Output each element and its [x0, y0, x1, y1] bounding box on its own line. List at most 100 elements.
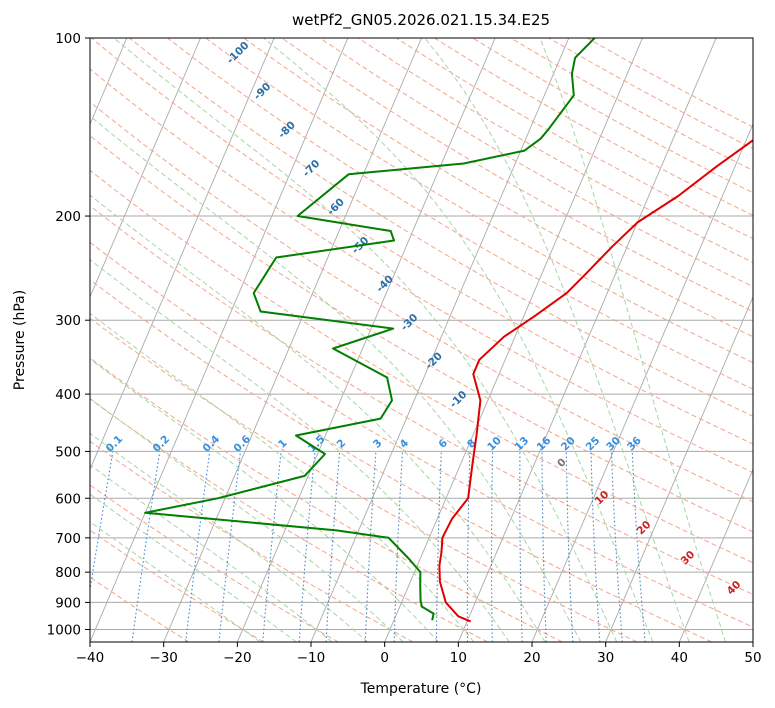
- dry-adiabat-line: [243, 38, 753, 338]
- dry-adiabat-line: [167, 38, 753, 390]
- isotherm-line: [90, 38, 201, 299]
- x-tick-label: −40: [76, 650, 105, 666]
- mixing-ratio-label: 6: [436, 437, 450, 451]
- mixing-ratio-line: [185, 451, 211, 642]
- isotherm-line: [605, 295, 753, 642]
- profile-series: [144, 38, 753, 623]
- mixing-ratio-label: 36: [625, 435, 644, 454]
- isotherm-line: [90, 38, 275, 471]
- dry-adiabat-line: [90, 205, 753, 595]
- x-tick-label: 50: [744, 650, 761, 666]
- isotherm-line: [752, 640, 753, 642]
- moist-adiabat-label: 30: [679, 549, 698, 568]
- x-tick-label: 30: [597, 650, 614, 666]
- mixing-ratio-label: 4: [398, 437, 412, 451]
- dry-adiabat-label: -40: [374, 273, 396, 295]
- y-tick-label: 400: [55, 387, 81, 403]
- dry-adiabat-line: [357, 38, 753, 264]
- x-tick-label: 0: [380, 650, 389, 666]
- mixing-ratio-label: 1: [276, 437, 290, 451]
- dry-adiabat-line: [90, 241, 753, 628]
- mixing-ratio-line: [262, 451, 282, 642]
- isotherm-line: [384, 38, 643, 642]
- x-tick-label: 40: [671, 650, 688, 666]
- isotherm-line: [678, 468, 753, 642]
- moist-adiabat-line: [90, 432, 368, 642]
- mixing-ratio-label: 3: [371, 437, 385, 451]
- dry-adiabat-line: [90, 38, 753, 445]
- x-axis-ticks: −40 −30 −20 −10 0 10 20 30 40 50: [76, 642, 762, 666]
- y-tick-label: 700: [55, 531, 81, 547]
- moist-adiabat-line: [90, 358, 439, 642]
- dry-adiabat-line: [90, 484, 339, 642]
- dry-adiabat-label: -30: [399, 312, 421, 334]
- dry-adiabat-line: [90, 440, 414, 642]
- y-tick-label: 500: [55, 444, 81, 460]
- y-axis-label: Pressure (hPa): [12, 290, 28, 390]
- y-tick-label: 100: [55, 31, 81, 47]
- y-tick-label: 1000: [47, 622, 81, 638]
- mixing-ratio-line: [435, 451, 442, 642]
- moist-adiabat-line: [424, 38, 690, 642]
- mixing-ratio-line: [490, 451, 494, 642]
- isotherm-line: [531, 123, 753, 642]
- dry-adiabat-line: [90, 576, 190, 642]
- y-tick-label: 900: [55, 595, 81, 611]
- moist-adiabat-line: [90, 259, 510, 642]
- dry-adiabat-line: [90, 317, 638, 642]
- moist-adiabat-line: [90, 194, 546, 642]
- dry-adiabat-label: -20: [423, 350, 445, 372]
- dry-adiabat-line: [90, 398, 488, 642]
- mixing-ratio-line: [590, 451, 601, 642]
- dry-adiabat-line: [90, 68, 753, 474]
- dry-adiabat-line: [281, 38, 753, 313]
- y-axis-ticks: 100 200 300 400 500 600 700 800 900 1000: [47, 31, 90, 638]
- background-lines: [90, 38, 753, 642]
- x-axis-label: Temperature (°C): [360, 681, 482, 697]
- dry-adiabat-label: -80: [276, 119, 298, 141]
- temperature-profile-line: [438, 139, 753, 623]
- moist-adiabat-line: [90, 312, 475, 642]
- mixing-ratio-line: [610, 451, 623, 642]
- isotherm-line: [236, 38, 496, 642]
- moist-adiabat-line: [90, 397, 404, 642]
- mixing-ratio-line: [218, 451, 242, 642]
- dry-adiabat-line: [90, 279, 712, 642]
- mixing-ratio-label: 20: [559, 435, 578, 454]
- dry-adiabat-line: [90, 101, 753, 503]
- plot-frame: [89, 37, 754, 643]
- moist-adiabat-label: 20: [635, 519, 654, 538]
- chart-title: wetPf2_GN05.2026.021.15.34.E25: [292, 11, 550, 30]
- moist-adiabat-line: [113, 38, 618, 642]
- moist-adiabat-line: [90, 464, 333, 642]
- dry-adiabat-label: -10: [448, 389, 470, 411]
- dry-adiabat-line: [586, 38, 753, 128]
- dry-adiabat-line: [90, 135, 753, 533]
- dry-adiabat-line: [90, 357, 563, 642]
- isotherm-line: [457, 38, 717, 642]
- mixing-ratio-label: 16: [535, 435, 554, 454]
- dry-adiabat-label: -60: [325, 196, 347, 218]
- mixing-ratio-line: [90, 451, 114, 594]
- moist-adiabat-line: [90, 521, 261, 642]
- moist-adiabat-line: [90, 493, 297, 642]
- isotherm-line: [90, 38, 349, 642]
- dry-adiabat-line: [205, 38, 753, 364]
- x-tick-label: −20: [223, 650, 252, 666]
- y-tick-label: 300: [55, 313, 81, 329]
- x-tick-label: −30: [149, 650, 178, 666]
- moist-adiabat-line: [539, 38, 727, 642]
- mixing-ratio-line: [364, 451, 377, 642]
- y-tick-label: 600: [55, 491, 81, 507]
- x-tick-label: 10: [450, 650, 467, 666]
- dry-adiabat-line: [90, 169, 753, 564]
- mixing-ratio-line: [131, 451, 161, 642]
- dry-adiabat-line: [90, 529, 264, 642]
- dry-adiabat-line: [510, 38, 753, 171]
- moist-adiabat-label: 40: [725, 579, 744, 598]
- x-tick-label: 20: [523, 650, 540, 666]
- moist-adiabat-line: [263, 38, 654, 642]
- dewpoint-profile-line: [144, 38, 596, 621]
- moist-adiabat-line: [90, 115, 582, 642]
